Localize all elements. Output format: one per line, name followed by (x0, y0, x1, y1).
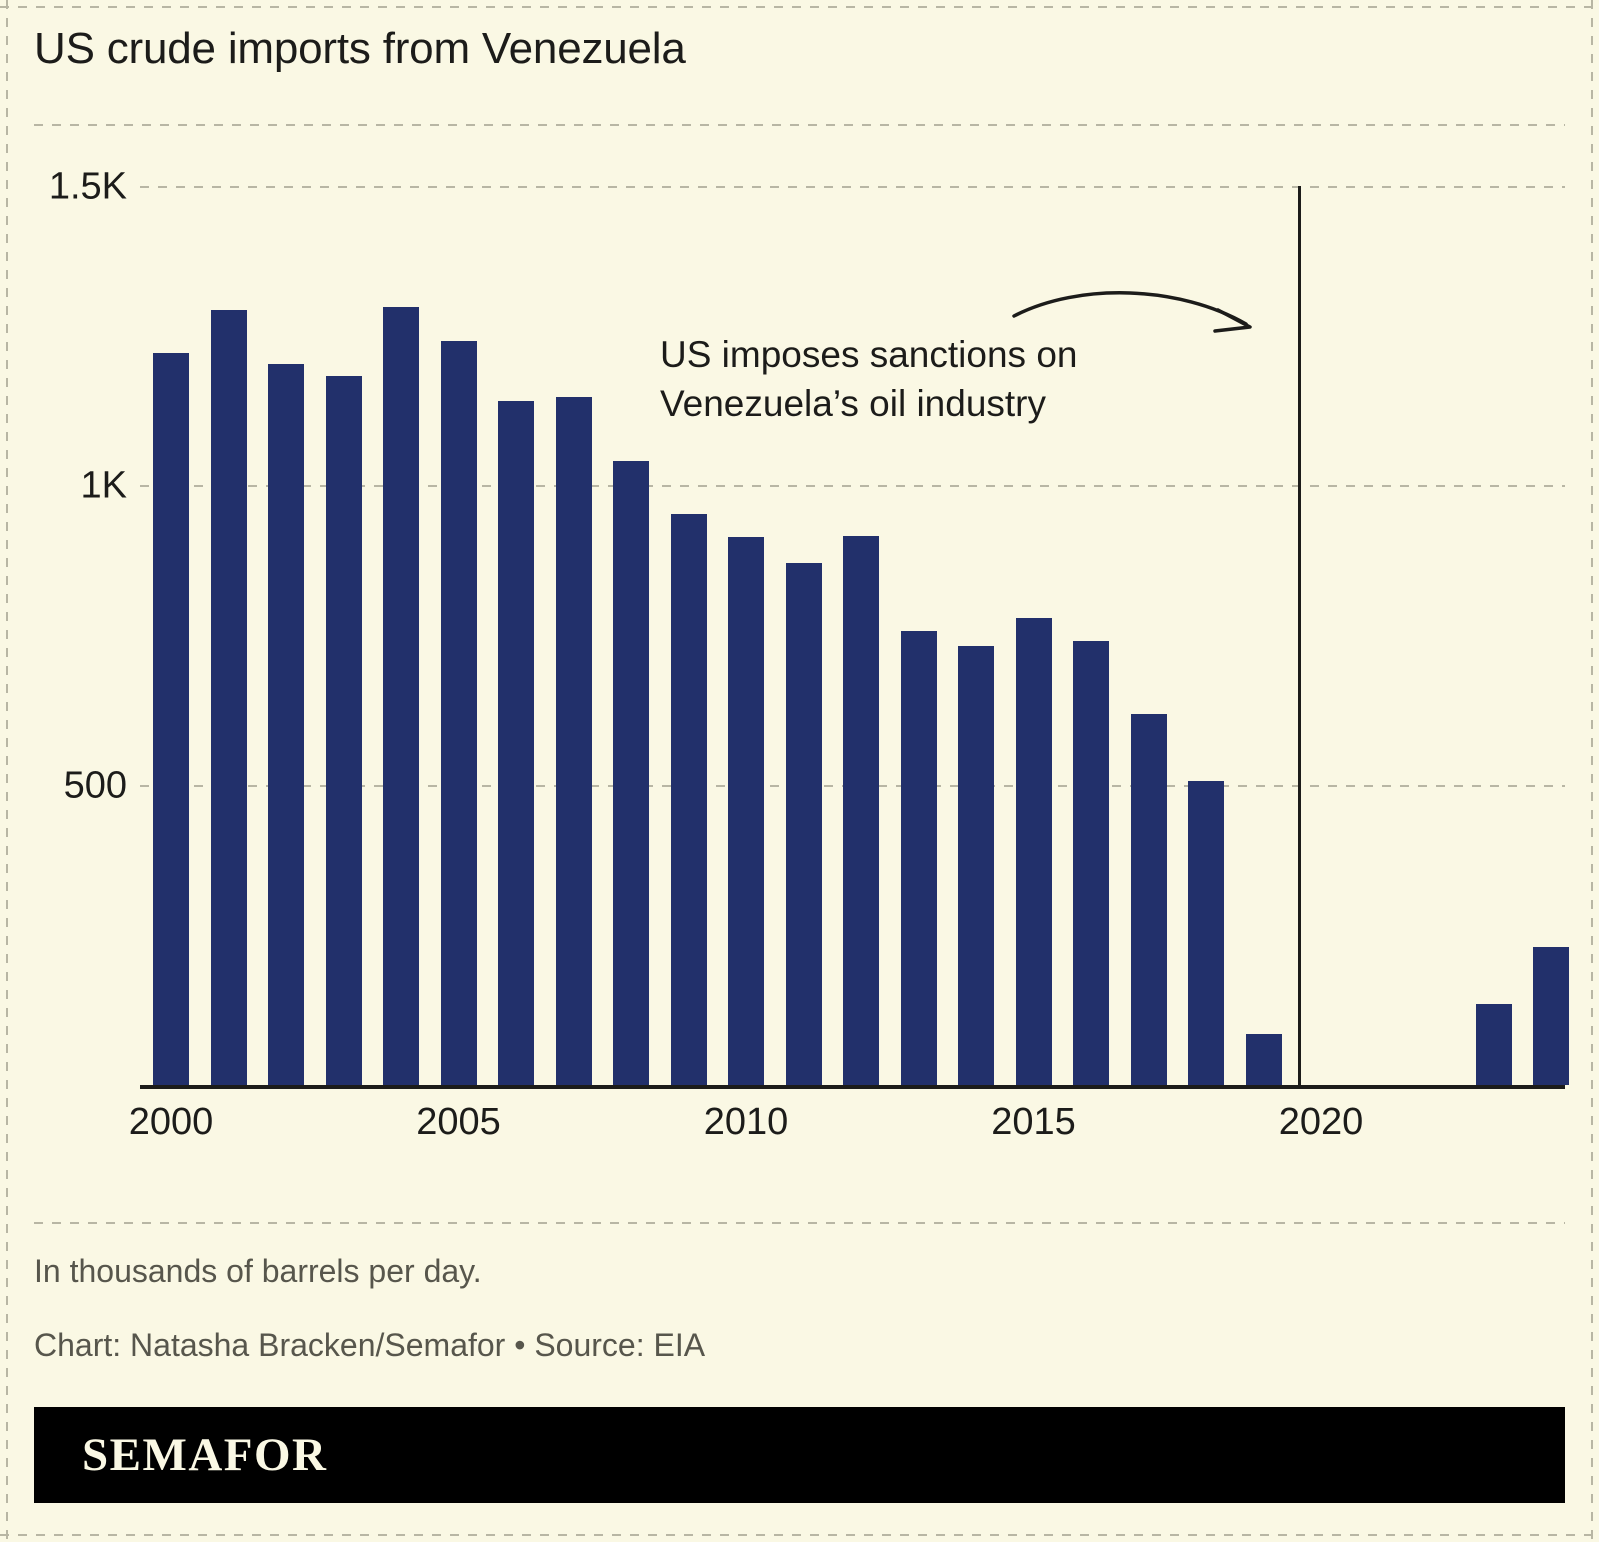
bar-2004[interactable] (383, 306, 419, 1085)
bar-2014[interactable] (958, 646, 994, 1085)
gridline-1K (140, 485, 1565, 488)
x-axis-label-2015: 2015 (991, 1101, 1076, 1143)
bar-2007[interactable] (555, 396, 592, 1085)
bar-2016[interactable] (1073, 640, 1109, 1085)
y-axis-label: 500 (63, 764, 127, 807)
sanctions-event-line (1298, 186, 1301, 1086)
bar-2018[interactable] (1188, 780, 1224, 1085)
footnote-credit: Chart: Natasha Bracken/Semafor • Source:… (34, 1327, 706, 1363)
bar-2023[interactable] (1475, 1004, 1512, 1085)
bar-2006[interactable] (498, 401, 534, 1085)
gridline-500 (140, 784, 1565, 787)
bar-2003[interactable] (325, 375, 362, 1085)
card-border-bottom (0, 1534, 1599, 1536)
bar-2024[interactable] (1533, 947, 1569, 1085)
x-axis-label-2000: 2000 (128, 1101, 214, 1143)
bar-2019[interactable] (1245, 1034, 1282, 1085)
x-axis-line (140, 1085, 1565, 1089)
divider-top (34, 124, 1565, 126)
footnote-units: In thousands of barrels per day. (34, 1253, 482, 1289)
bar-2012[interactable] (843, 536, 879, 1085)
bar-2002[interactable] (268, 363, 304, 1085)
bar-2013[interactable] (900, 631, 937, 1085)
card-border-left (6, 0, 8, 1542)
bar-2015[interactable] (1015, 618, 1052, 1085)
brand-bar: SEMAFOR (34, 1407, 1565, 1503)
page-title: US crude imports from Venezuela (34, 24, 686, 73)
bar-2009[interactable] (670, 514, 707, 1085)
bar-2010[interactable] (728, 537, 764, 1085)
annotation-label: US imposes sanctions on Venezuela’s oil … (660, 334, 1078, 425)
semafor-logo: SEMAFOR (82, 1429, 328, 1481)
gridline-1.5K (140, 186, 1565, 188)
y-axis-label: 1.5K (48, 165, 127, 208)
x-axis-label-2010: 2010 (703, 1101, 789, 1143)
bar-2005[interactable] (440, 341, 477, 1085)
card-border-right (1591, 0, 1593, 1542)
divider-bottom (34, 1222, 1565, 1224)
bar-2000[interactable] (153, 352, 189, 1085)
y-axis-label: 1K (80, 464, 127, 507)
bar-2001[interactable] (210, 309, 247, 1085)
bar-2011[interactable] (785, 562, 822, 1085)
x-axis-label-2020: 2020 (1278, 1101, 1364, 1143)
card-border-top (0, 6, 1599, 8)
x-axis-label-2005: 2005 (416, 1101, 501, 1143)
bar-2008[interactable] (613, 461, 649, 1085)
bar-2017[interactable] (1130, 713, 1167, 1085)
annotation-arrow-icon (1012, 291, 1252, 333)
